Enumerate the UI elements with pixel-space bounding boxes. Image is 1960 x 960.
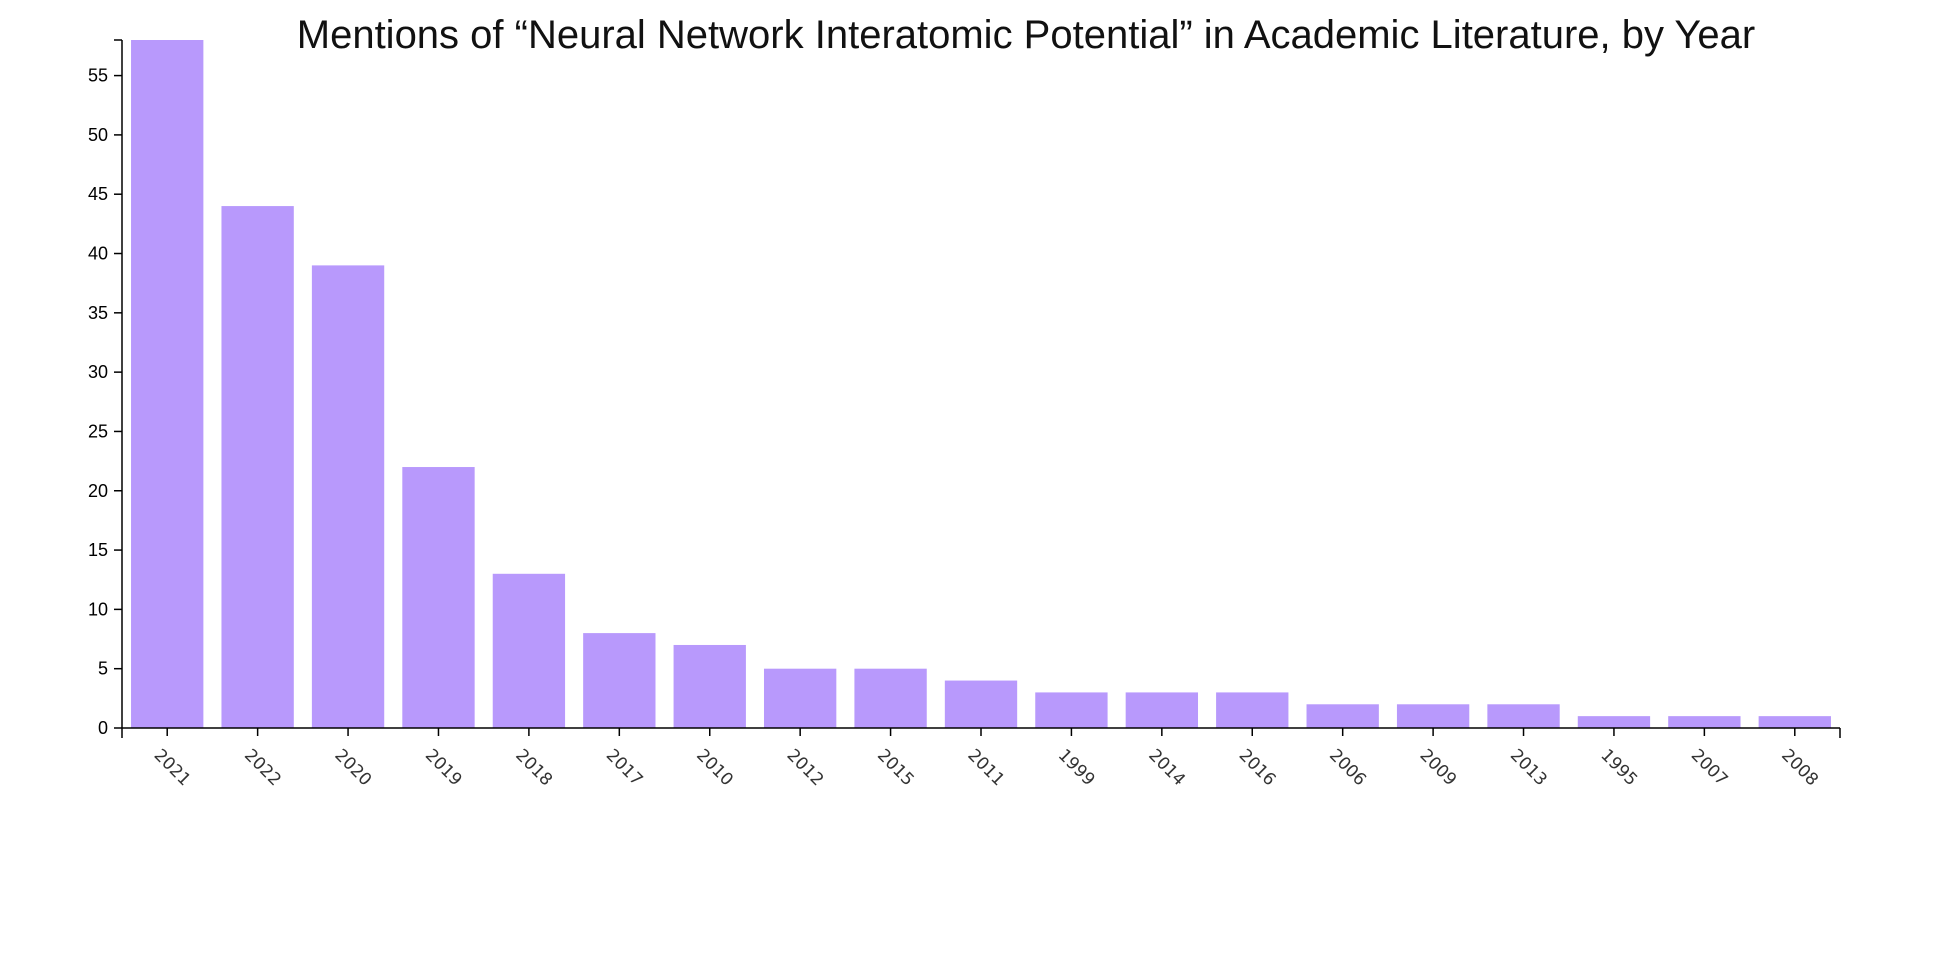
x-tick-label-2013: 2013 — [1506, 745, 1551, 790]
x-tick-label-2007: 2007 — [1687, 745, 1732, 790]
y-tick-label-15: 15 — [88, 540, 108, 560]
x-tick-label-2022: 2022 — [240, 745, 285, 790]
bar-2021 — [131, 40, 204, 728]
bar-2015 — [854, 668, 927, 728]
x-tick-label-2015: 2015 — [873, 745, 918, 790]
x-tick-label-2019: 2019 — [421, 745, 466, 790]
x-tick-label-2006: 2006 — [1325, 745, 1370, 790]
y-tick-label-55: 55 — [88, 66, 108, 86]
y-axis: 0 5 10 15 20 25 30 35 40 45 50 55 — [88, 39, 123, 738]
x-tick-label-2017: 2017 — [602, 745, 647, 790]
x-tick-label-2021: 2021 — [150, 745, 195, 790]
x-tick-label-2008: 2008 — [1777, 745, 1822, 790]
y-tick-label-20: 20 — [88, 481, 108, 501]
bar-2016 — [1216, 692, 1289, 728]
bar-2011 — [944, 680, 1018, 728]
x-tick-label-2020: 2020 — [331, 745, 376, 790]
bar-2017 — [583, 633, 656, 728]
bar-2009 — [1396, 704, 1470, 728]
x-tick-label-2018: 2018 — [511, 745, 556, 790]
x-tick-label-2016: 2016 — [1235, 745, 1280, 790]
y-tick-label-50: 50 — [88, 125, 108, 145]
y-tick-label-35: 35 — [88, 303, 108, 323]
bar-2022 — [221, 206, 294, 728]
x-tick-label-2014: 2014 — [1144, 745, 1189, 790]
bar-2013 — [1487, 704, 1560, 728]
bar-2007 — [1668, 716, 1741, 728]
x-tick-label-2012: 2012 — [783, 745, 828, 790]
x-axis: 2021 2022 2020 2019 2018 2017 2010 2012 2015 2011… — [121, 727, 1841, 790]
bars-group — [131, 40, 1831, 728]
x-tick-label-2011: 2011 — [963, 745, 1008, 790]
x-tick-label-2010: 2010 — [692, 745, 737, 790]
x-tick-label-1995: 1995 — [1596, 745, 1641, 790]
y-tick-label-40: 40 — [88, 244, 108, 264]
y-tick-label-45: 45 — [88, 184, 108, 204]
y-tick-label-25: 25 — [88, 421, 108, 441]
bar-2014 — [1125, 692, 1199, 728]
bar-2019 — [402, 467, 475, 728]
x-tick-label-2009: 2009 — [1416, 745, 1461, 790]
bar-2006 — [1306, 704, 1379, 728]
bar-1999 — [1035, 692, 1108, 728]
bar-1995 — [1577, 716, 1651, 728]
y-tick-label-30: 30 — [88, 362, 108, 382]
bar-2008 — [1758, 716, 1831, 728]
bar-2012 — [763, 668, 837, 728]
chart-title: Mentions of “Neural Network Interatomic … — [297, 13, 1755, 57]
y-tick-label-0: 0 — [98, 718, 108, 738]
y-tick-label-5: 5 — [98, 659, 108, 679]
y-tick-label-10: 10 — [88, 599, 108, 619]
bar-2018 — [492, 573, 566, 728]
bar-2010 — [673, 644, 746, 728]
x-tick-label-1999: 1999 — [1054, 745, 1099, 790]
bar-2020 — [311, 265, 385, 728]
